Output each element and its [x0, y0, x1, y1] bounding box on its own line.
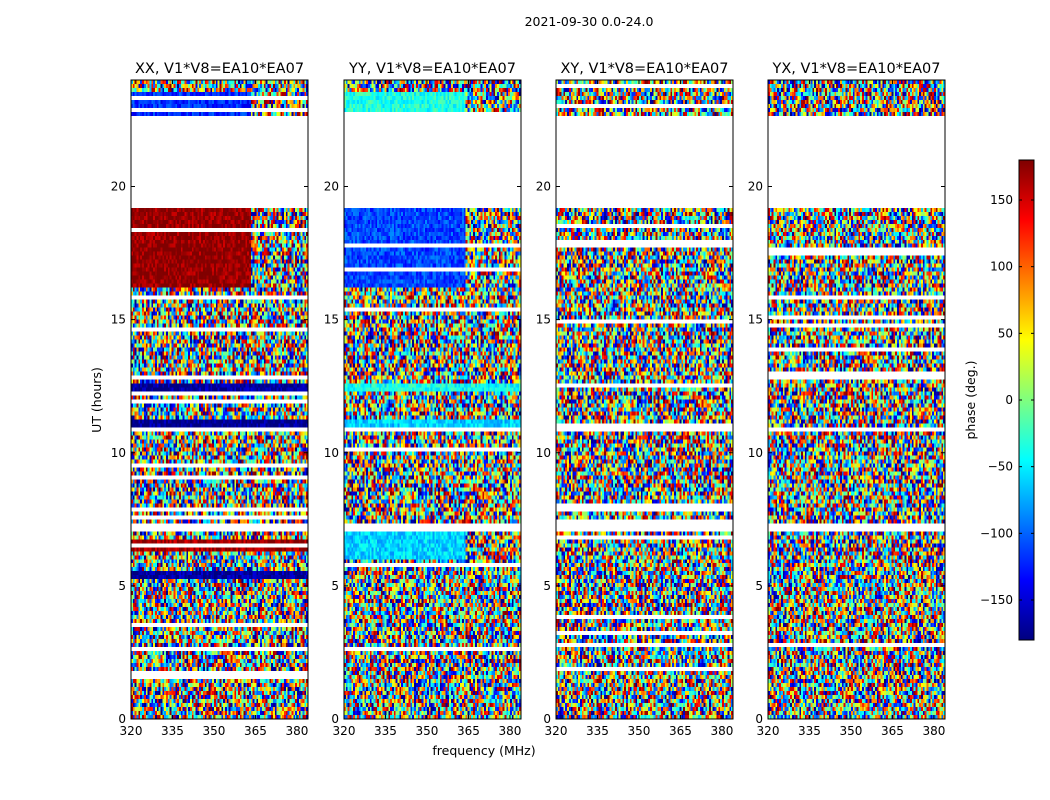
x-tick-label-xy: 365: [669, 724, 692, 738]
colorbar-tick-label: 50: [998, 326, 1013, 340]
panel-xy: XY, V1*V8=EA10*EA07 320 335 350 365 380 0 5 10 15…: [536, 61, 734, 738]
x-tick-label-xy: 350: [628, 724, 651, 738]
heatmap-image-yx: [768, 80, 945, 719]
colorbar-tick-label: 100: [990, 260, 1013, 274]
y-tick-label-yy: 0: [331, 712, 339, 726]
x-tick-label-yx: 335: [798, 724, 821, 738]
y-tick-label-yy: 5: [331, 579, 339, 593]
colorbar-tick-label: −150: [980, 593, 1013, 607]
plot-frame-yy: [343, 79, 522, 720]
colorbar-label: phase (deg.): [963, 361, 978, 440]
y-tick-label-yx: 10: [748, 446, 763, 460]
y-tick-label-xy: 5: [543, 579, 551, 593]
plot-frame-yx: [767, 79, 946, 720]
heatmap-image-xx: [131, 80, 308, 719]
panel-yx: YX, V1*V8=EA10*EA07 320 335 350 365 380 0 5 10 15…: [748, 61, 946, 738]
colorbar-tick-label: −100: [980, 526, 1013, 540]
y-tick-label-xy: 15: [536, 313, 551, 327]
y-tick-label-yx: 0: [755, 712, 763, 726]
x-tick-label-xx: 350: [203, 724, 226, 738]
y-tick-label-xy: 20: [536, 180, 551, 194]
x-tick-label-yx: 350: [840, 724, 863, 738]
y-tick-label-yx: 15: [748, 313, 763, 327]
panel-yy: YY, V1*V8=EA10*EA07 320 335 350 365 380 0 5 10 15…: [324, 61, 522, 738]
panel-title-yx: YX, V1*V8=EA10*EA07: [771, 61, 940, 77]
panel-title-yy: YY, V1*V8=EA10*EA07: [348, 61, 516, 77]
panel-xx: XX, V1*V8=EA10*EA07 320 335 350 365 380 0 5 10 15…: [111, 61, 309, 738]
y-tick-label-xx: 0: [118, 712, 126, 726]
x-tick-label-yx: 365: [881, 724, 904, 738]
x-tick-label-yx: 320: [757, 724, 780, 738]
y-axis-label: UT (hours): [89, 367, 104, 433]
x-tick-label-xy: 320: [545, 724, 568, 738]
x-tick-label-yy: 380: [498, 724, 521, 738]
x-tick-label-yy: 350: [416, 724, 439, 738]
y-tick-label-xx: 15: [111, 313, 126, 327]
y-tick-label-yx: 5: [755, 579, 763, 593]
y-tick-label-xx: 20: [111, 180, 126, 194]
colorbar-tick-label: 0: [1005, 393, 1013, 407]
y-tick-label-xy: 0: [543, 712, 551, 726]
x-tick-label-yy: 320: [333, 724, 356, 738]
x-tick-label-xx: 335: [161, 724, 184, 738]
panel-title-xx: XX, V1*V8=EA10*EA07: [135, 61, 304, 77]
figure-suptitle: 2021-09-30 0.0-24.0: [525, 14, 654, 29]
colorbar-tick-label: 150: [990, 193, 1013, 207]
panels: XX, V1*V8=EA10*EA07 320 335 350 365 380 0 5 10 15…: [111, 61, 946, 738]
colorbar: 150 100 50 0 −50 −100 −150: [980, 159, 1035, 641]
y-tick-label-yx: 20: [748, 180, 763, 194]
y-tick-label-yy: 10: [324, 446, 339, 460]
y-tick-label-yy: 15: [324, 313, 339, 327]
panel-title-xy: XY, V1*V8=EA10*EA07: [560, 61, 728, 77]
x-axis-label: frequency (MHz): [432, 743, 535, 758]
y-tick-label-xx: 10: [111, 446, 126, 460]
y-tick-label-xx: 5: [118, 579, 126, 593]
x-tick-label-xx: 380: [285, 724, 308, 738]
y-tick-label-yy: 20: [324, 180, 339, 194]
colorbar-tick-label: −50: [988, 460, 1013, 474]
plot-frame-xx: [130, 79, 309, 720]
x-tick-label-xx: 320: [120, 724, 143, 738]
x-tick-label-yx: 380: [922, 724, 945, 738]
plot-frame-xy: [555, 79, 734, 720]
x-tick-label-xy: 380: [710, 724, 733, 738]
heatmap-image-yy: [344, 80, 521, 719]
x-tick-label-yy: 335: [374, 724, 397, 738]
x-tick-label-xy: 335: [586, 724, 609, 738]
x-tick-label-yy: 365: [457, 724, 480, 738]
heatmap-image-xy: [556, 80, 733, 719]
y-tick-label-xy: 10: [536, 446, 551, 460]
x-tick-label-xx: 365: [244, 724, 267, 738]
